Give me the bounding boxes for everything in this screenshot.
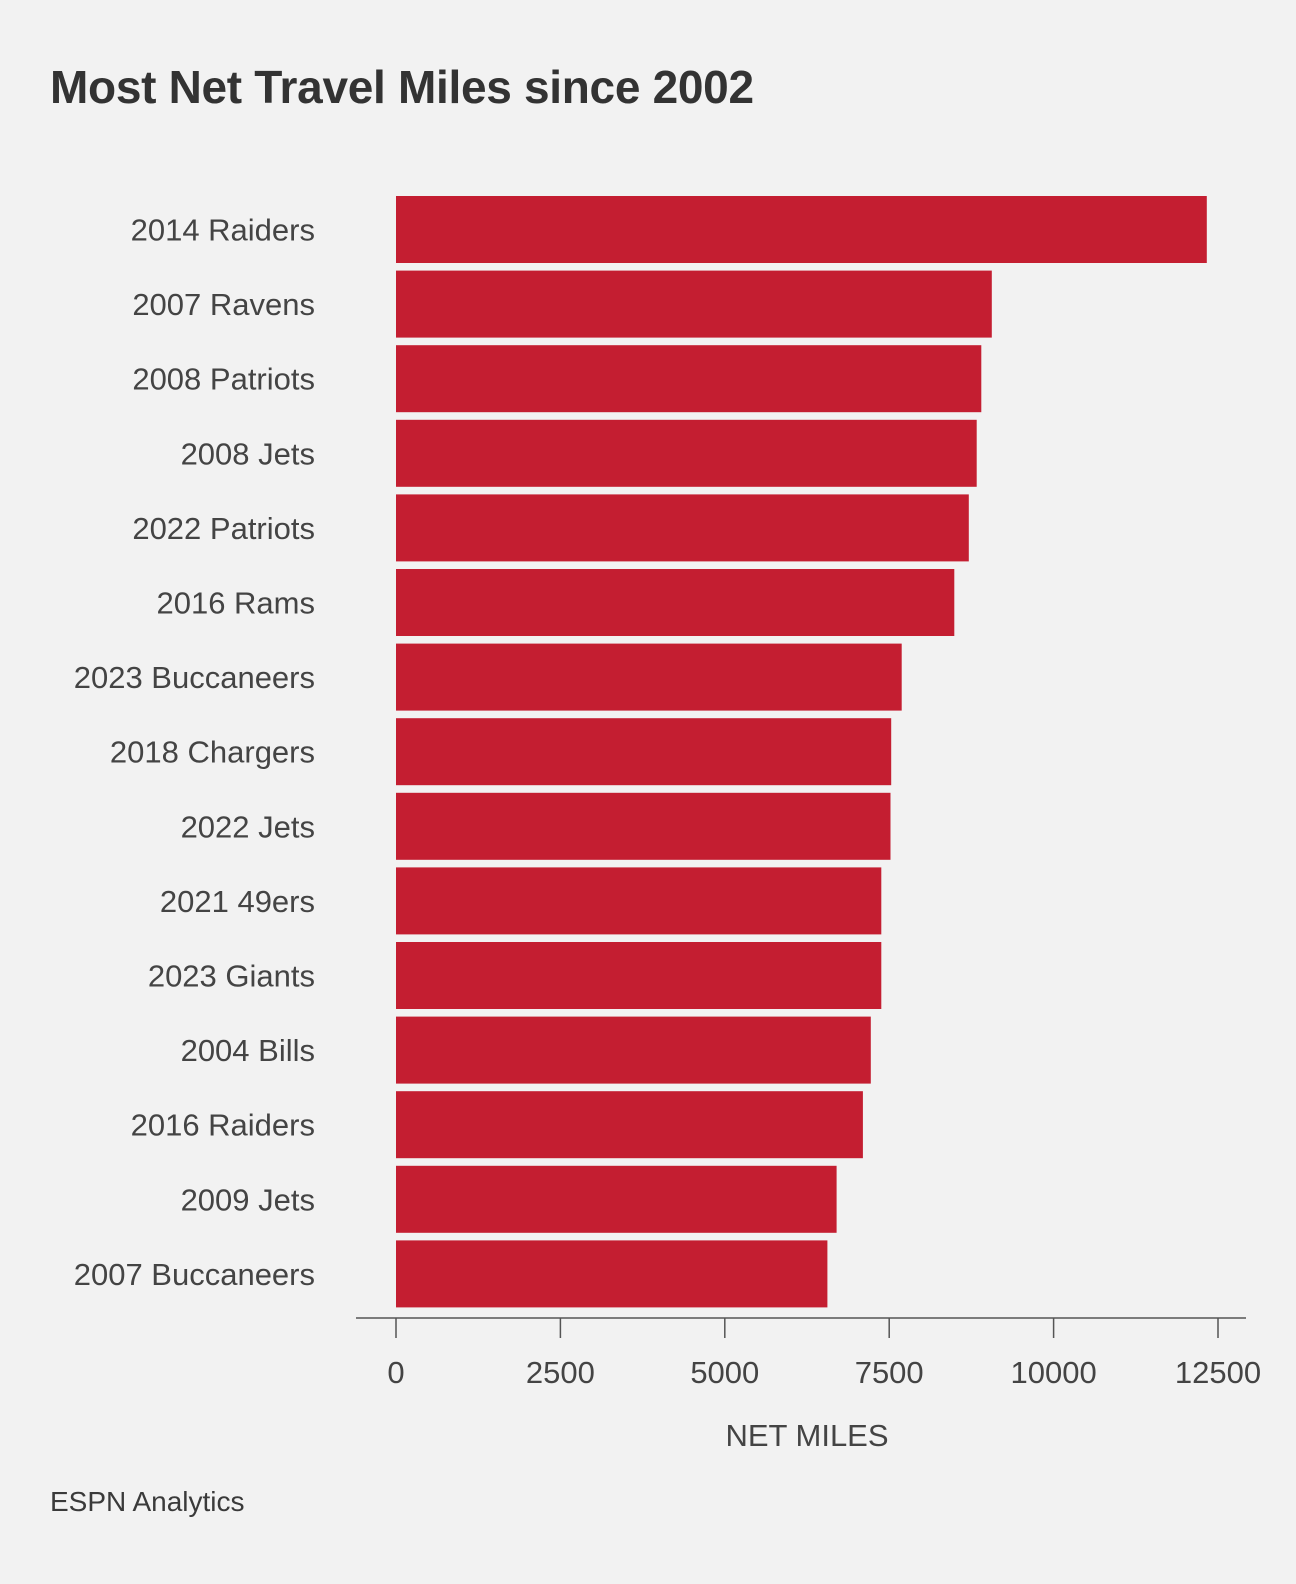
category-label: 2007 Ravens bbox=[132, 287, 315, 322]
bar-2023-buccaneers bbox=[396, 643, 902, 711]
category-label: 2009 Jets bbox=[181, 1182, 315, 1217]
bars-layer bbox=[396, 196, 1207, 1308]
x-tick-label: 2500 bbox=[526, 1355, 595, 1390]
bar-2022-jets bbox=[396, 792, 891, 860]
x-tick-label: 10000 bbox=[1010, 1355, 1096, 1390]
category-label: 2008 Jets bbox=[181, 436, 315, 471]
category-label: 2016 Raiders bbox=[131, 1108, 315, 1143]
category-label: 2022 Patriots bbox=[132, 511, 315, 546]
category-label: 2023 Buccaneers bbox=[74, 660, 315, 695]
bar-2007-buccaneers bbox=[396, 1240, 828, 1308]
bar-2009-jets bbox=[396, 1165, 837, 1233]
category-label: 2014 Raiders bbox=[131, 213, 315, 248]
bar-2016-rams bbox=[396, 569, 955, 636]
category-label: 2004 Bills bbox=[181, 1033, 315, 1068]
category-label: 2018 Chargers bbox=[110, 735, 315, 770]
x-axis: 0 2500 5000 7500 10000 12500 NET MILES bbox=[356, 1317, 1261, 1453]
category-label: 2022 Jets bbox=[181, 809, 315, 844]
bar-2018-chargers bbox=[396, 718, 892, 786]
category-label: 2023 Giants bbox=[148, 959, 315, 994]
bar-2004-bills bbox=[396, 1016, 871, 1084]
bar-2021-49ers bbox=[396, 867, 882, 935]
category-label: 2008 Patriots bbox=[132, 362, 315, 397]
source-credit: ESPN Analytics bbox=[50, 1486, 245, 1517]
category-label: 2021 49ers bbox=[160, 884, 315, 919]
bar-2008-jets bbox=[396, 419, 977, 487]
x-axis-title: NET MILES bbox=[725, 1418, 888, 1453]
x-tick-label: 12500 bbox=[1175, 1355, 1261, 1390]
x-tick-label: 7500 bbox=[855, 1355, 924, 1390]
bar-2022-patriots bbox=[396, 494, 969, 562]
bar-2016-raiders bbox=[396, 1091, 863, 1159]
category-labels: 2014 Raiders 2007 Ravens 2008 Patriots 2008… bbox=[74, 213, 315, 1292]
chart-title: Most Net Travel Miles since 2002 bbox=[50, 61, 754, 113]
bar-2008-patriots bbox=[396, 345, 982, 413]
x-tick-label: 5000 bbox=[690, 1355, 759, 1390]
bar-2023-giants bbox=[396, 942, 882, 1009]
bar-2007-ravens bbox=[396, 270, 992, 338]
bar-2014-raiders bbox=[396, 196, 1207, 263]
x-tick-label: 0 bbox=[387, 1355, 404, 1390]
category-label: 2016 Rams bbox=[156, 586, 315, 621]
category-label: 2007 Buccaneers bbox=[74, 1257, 315, 1292]
